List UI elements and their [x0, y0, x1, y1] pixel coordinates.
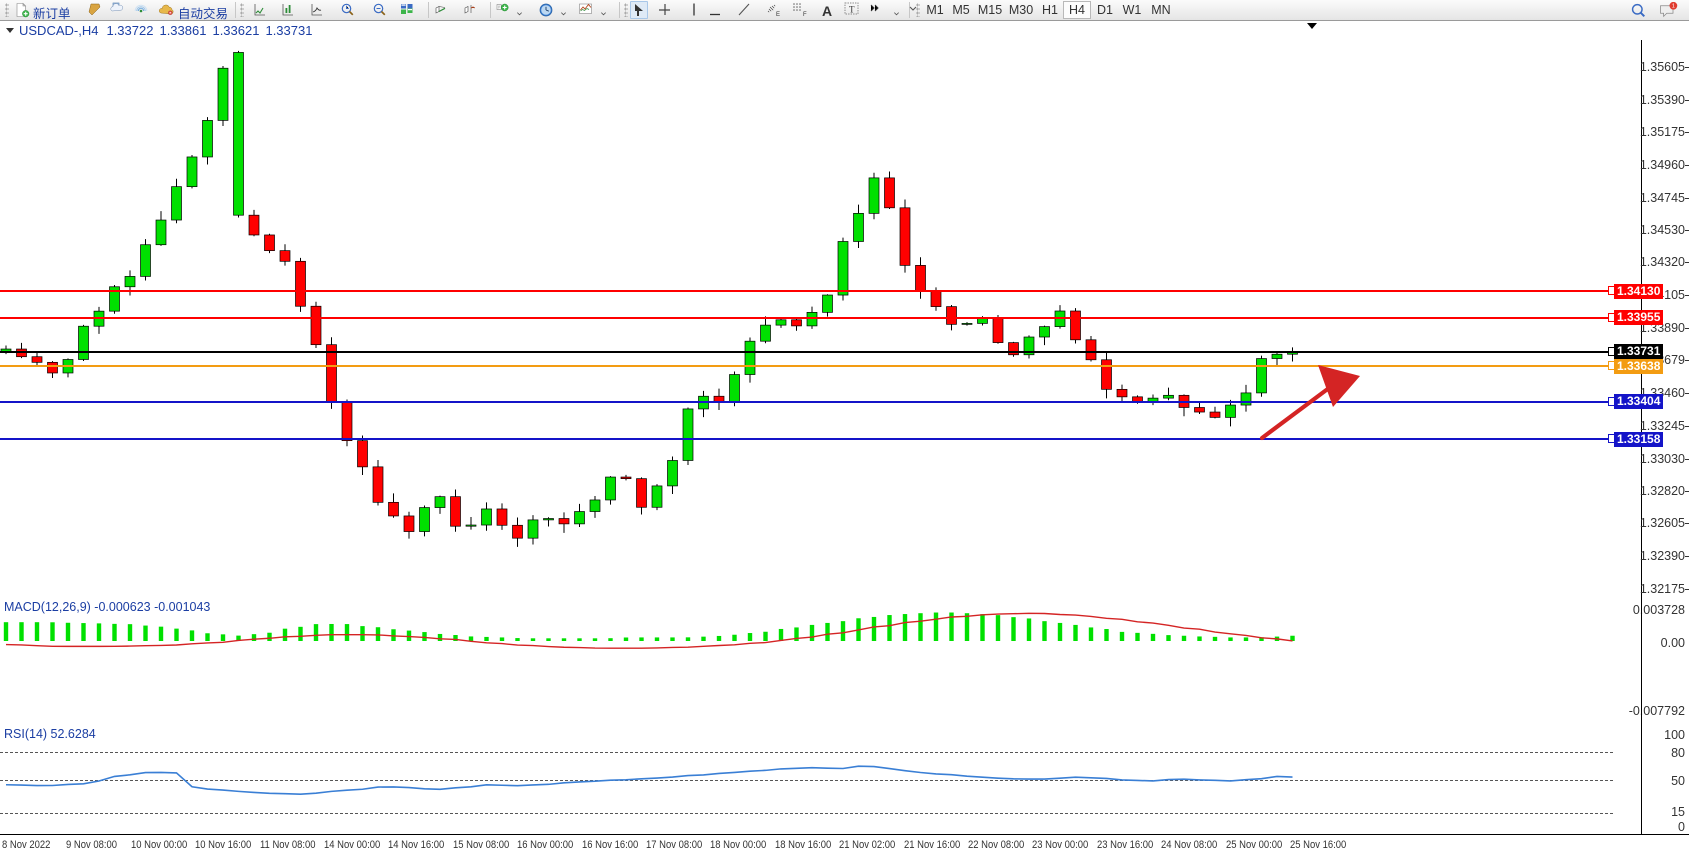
svg-text:F: F — [803, 12, 807, 18]
svg-text:1: 1 — [1672, 4, 1675, 10]
svg-text:T: T — [849, 5, 855, 15]
svg-text:E: E — [776, 12, 780, 18]
